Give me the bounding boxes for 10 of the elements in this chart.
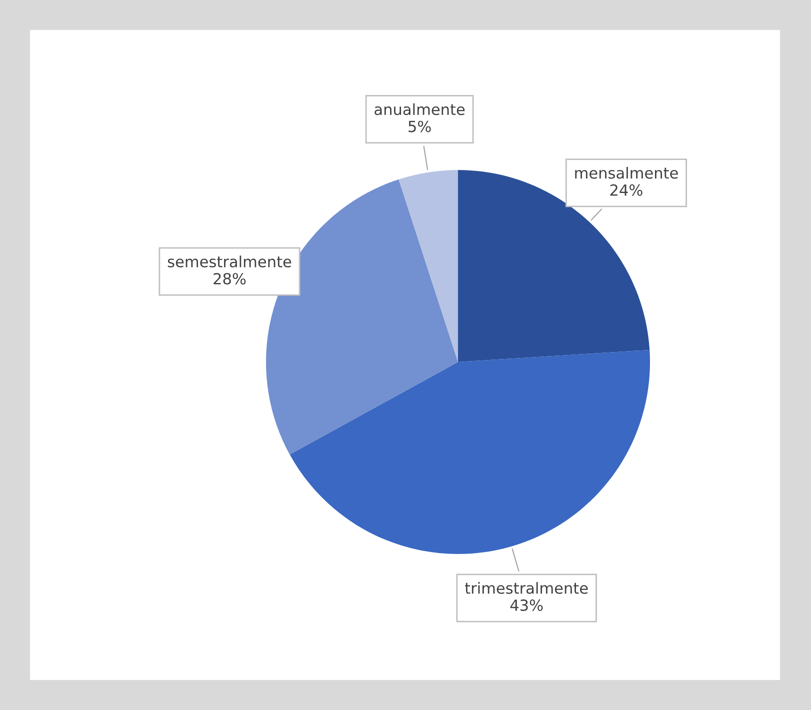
- slice-label: semestralmente: [168, 256, 292, 268]
- data-label: 28%: [214, 272, 246, 285]
- pie-slice: [398, 170, 458, 362]
- data-label: 24%: [610, 184, 642, 196]
- slice-label: anualmente: [374, 103, 465, 116]
- data-label: 5%: [408, 120, 431, 132]
- pie-slice: [290, 350, 650, 554]
- data-label: 43%: [510, 599, 543, 611]
- slice-label: trimestralmente: [464, 582, 588, 594]
- slice-label: mensalmente: [575, 166, 678, 179]
